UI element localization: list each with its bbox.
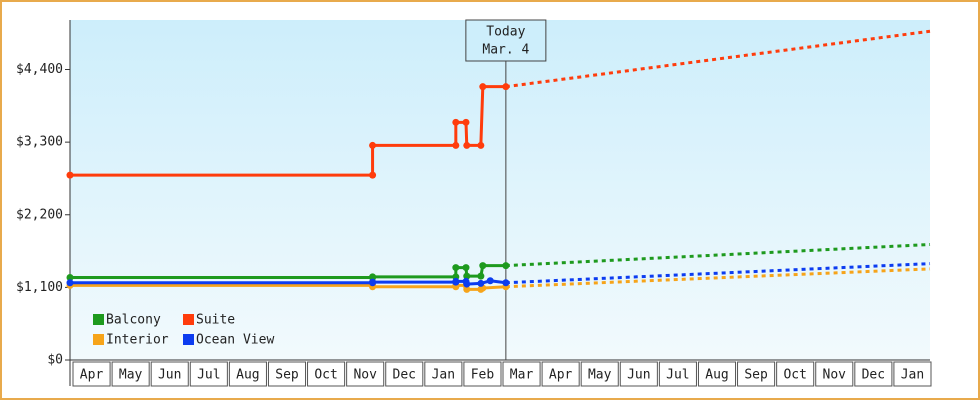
today-label: Mar. 4 (482, 43, 529, 58)
point (477, 272, 485, 280)
legend-label: Interior (106, 333, 169, 348)
month-cell (150, 361, 189, 387)
x-tick-label: Jan (901, 368, 924, 383)
month-cell (307, 361, 346, 387)
x-tick-label: Dec (393, 368, 416, 383)
projection-line (505, 262, 931, 285)
today-label: Today (486, 25, 525, 40)
point (486, 277, 494, 285)
x-tick-label: Aug (236, 368, 259, 383)
month-cell (541, 361, 580, 387)
x-tick-label: Feb (471, 368, 495, 383)
x-tick-label: Oct (783, 368, 806, 383)
x-tick-label: Sep (275, 368, 299, 383)
month-cell (267, 361, 307, 387)
point (452, 141, 460, 149)
legend-label: Ocean View (196, 333, 274, 348)
point (369, 273, 377, 281)
point (369, 141, 377, 149)
point (369, 171, 377, 179)
x-tick-label: Apr (549, 368, 573, 383)
month-cell (697, 361, 737, 387)
x-tick-label: Dec (862, 368, 885, 383)
month-cell (111, 361, 150, 387)
point (452, 277, 460, 285)
legend-label: Suite (196, 313, 235, 328)
x-tick-label: Aug (705, 368, 728, 383)
month-cell (737, 361, 776, 387)
month-cell (228, 361, 267, 387)
month-cell (72, 361, 111, 387)
month-cell (658, 361, 697, 387)
month-cell (189, 361, 228, 387)
today-box (465, 19, 547, 62)
month-cell (424, 361, 463, 387)
x-tick-label: Nov (353, 368, 377, 383)
y-tick-label: $4,400 (16, 62, 63, 77)
month-cell (385, 361, 424, 387)
x-tick-label: Oct (314, 368, 337, 383)
point (463, 285, 471, 293)
series-line (70, 279, 507, 286)
y-tick-label: $1,100 (16, 280, 63, 295)
point (479, 83, 487, 91)
point (66, 279, 74, 287)
point (66, 273, 74, 281)
legend-swatch (183, 334, 194, 345)
x-tick-label: May (119, 368, 143, 383)
y-tick-label: $0 (47, 353, 63, 368)
point (462, 264, 470, 272)
point (502, 262, 510, 270)
x-tick-label: Nov (823, 368, 847, 383)
plot-area (70, 20, 930, 360)
point (463, 272, 471, 280)
point (502, 279, 510, 287)
x-tick-label: Jul (197, 368, 220, 383)
x-tick-label: May (588, 368, 612, 383)
x-tick-label: Apr (80, 368, 104, 383)
month-cell (346, 361, 385, 387)
legend-swatch (93, 334, 104, 345)
y-tick-label: $3,300 (16, 135, 63, 150)
projection-line (505, 242, 931, 268)
point (479, 262, 487, 270)
point (452, 264, 460, 272)
month-cell (893, 361, 932, 387)
point (66, 171, 74, 179)
point (462, 118, 470, 126)
month-cell (463, 361, 502, 387)
projection-line (505, 267, 931, 289)
point (463, 280, 471, 288)
point (369, 278, 377, 286)
x-tick-label: Jan (432, 368, 455, 383)
legend-label: Balcony (106, 313, 161, 328)
x-tick-label: Sep (744, 368, 768, 383)
series-line (70, 85, 506, 177)
month-cell (580, 361, 619, 387)
legend-swatch (183, 314, 194, 325)
month-cell (815, 361, 854, 387)
month-cell (854, 361, 893, 387)
month-cell (776, 361, 815, 387)
point (477, 141, 485, 149)
x-tick-label: Jun (627, 368, 650, 383)
point (477, 279, 485, 287)
point (502, 83, 510, 91)
x-tick-label: Mar (510, 368, 534, 383)
point (452, 118, 460, 126)
point (463, 141, 471, 149)
month-cell (502, 361, 541, 387)
y-tick-label: $2,200 (16, 207, 63, 222)
x-tick-label: Jun (158, 368, 181, 383)
month-cell (619, 361, 658, 387)
legend-swatch (93, 314, 104, 325)
x-tick-label: Jul (666, 368, 689, 383)
